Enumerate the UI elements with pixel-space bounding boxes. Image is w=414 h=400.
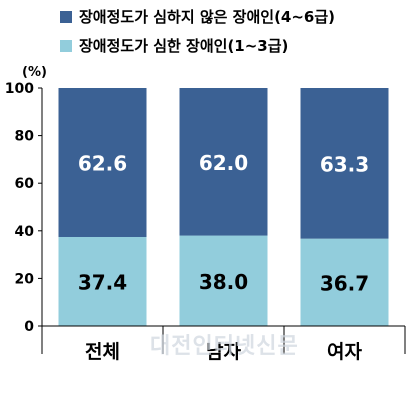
y-tick-label-2: 40 (15, 224, 35, 240)
x-category-label-0: 전체 (85, 341, 120, 363)
bar-2-series-0 (300, 238, 389, 326)
watermark-text: 대전인터넷신문 (150, 334, 299, 359)
data-label-1-1: 62.0 (199, 151, 248, 175)
x-category-label-1: 남자 (206, 341, 241, 363)
legend-label-0: 장애정도가 심한 장애인(1~3급) (79, 37, 288, 55)
legend: 장애정도가 심하지 않은 장애인(4~6급) 장애정도가 심한 장애인(1~3급) (60, 8, 335, 55)
data-label-0-0: 37.4 (78, 270, 127, 294)
bar-0-series-0 (58, 236, 147, 326)
y-tick-label-5: 100 (5, 81, 34, 97)
data-label-0-1: 62.6 (78, 151, 127, 175)
y-tick-label-0: 0 (24, 319, 34, 335)
data-label-2-1: 63.3 (320, 152, 369, 176)
bar-0-series-1 (58, 88, 147, 237)
y-axis-unit-label: (%) (22, 65, 47, 80)
data-label-1-0: 38.0 (199, 270, 248, 294)
bar-1-series-1 (179, 88, 268, 236)
y-tick-label-1: 20 (15, 271, 35, 287)
bar-1-series-0 (179, 235, 268, 326)
legend-swatch-0 (60, 40, 72, 52)
data-label-2-0: 36.7 (320, 271, 369, 295)
y-tick-label-3: 60 (15, 176, 35, 192)
legend-label-1: 장애정도가 심하지 않은 장애인(4~6급) (79, 8, 335, 26)
x-axis: 전체 남자 여자 (41, 325, 406, 363)
x-category-label-2: 여자 (327, 341, 362, 363)
bars: 37.4 62.6 38.0 62.0 36.7 63.3 (58, 88, 389, 326)
y-tick-label-4: 80 (15, 129, 35, 145)
legend-swatch-1 (60, 11, 72, 23)
bar-2-series-1 (300, 88, 389, 239)
y-axis: 0 20 40 60 80 100 (5, 81, 43, 335)
